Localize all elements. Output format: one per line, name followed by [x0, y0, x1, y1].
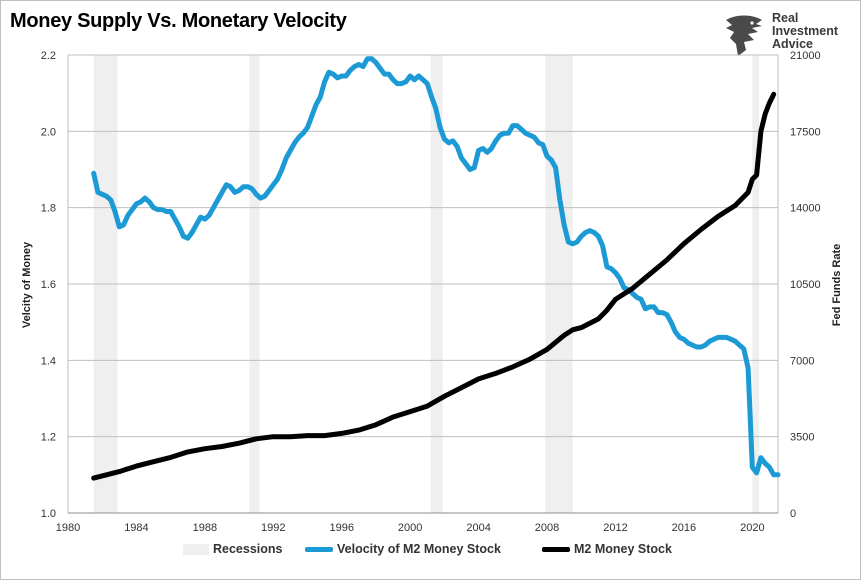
- y-right-tick-label-0: 0: [790, 508, 796, 520]
- y-left-tick-label-2: 1.4: [41, 355, 56, 367]
- legend-swatch-m2: [542, 546, 570, 552]
- logo-text: Real Investment Advice: [772, 12, 838, 51]
- logo-line-3: Advice: [772, 37, 813, 51]
- legend-label-velocity: Velocity of M2 Money Stock: [337, 542, 501, 556]
- x-tick-label-8: 2012: [603, 522, 627, 534]
- x-tick-label-7: 2008: [535, 522, 559, 534]
- y-right-tick-label-3: 10500: [790, 279, 821, 291]
- grid-layer: [68, 54, 778, 514]
- legend-item-m2: M2 Money Stock: [542, 542, 672, 556]
- x-tick-label-10: 2020: [740, 522, 764, 534]
- y-axis-left-title: Velcity of Money: [21, 241, 33, 328]
- y-left-tick-label-0: 1.0: [41, 508, 56, 520]
- axis-layer: 1.0 1.2 1.4 1.6 1.8 2.0 2.2 0 3500 7000 10500 14000…: [41, 50, 821, 534]
- x-tick-label-4: 1996: [329, 522, 353, 534]
- logo-line-1: Real: [772, 11, 799, 25]
- logo: Real Investment Advice: [722, 12, 852, 58]
- y-left-tick-label-3: 1.6: [41, 279, 56, 291]
- x-tick-label-6: 2004: [466, 522, 490, 534]
- legend-item-velocity: Velocity of M2 Money Stock: [305, 542, 501, 556]
- y-left-tick-label-4: 1.8: [41, 203, 56, 215]
- y-left-tick-label-5: 2.0: [41, 126, 56, 138]
- x-tick-label-0: 1980: [56, 522, 80, 534]
- legend: Recessions Velocity of M2 Money Stock M2…: [0, 540, 861, 560]
- y-left-tick-label-6: 2.2: [41, 50, 56, 62]
- legend-item-recessions: Recessions: [183, 542, 282, 556]
- x-tick-label-5: 2000: [398, 522, 422, 534]
- eagle-head-logo-icon: [726, 15, 762, 56]
- y-right-tick-label-2: 7000: [790, 355, 814, 367]
- x-tick-label-2: 1988: [193, 522, 217, 534]
- y-left-tick-label-1: 1.2: [41, 432, 56, 444]
- m2-series-line: [91, 91, 777, 481]
- y-right-tick-label-4: 14000: [790, 203, 821, 215]
- x-tick-label-3: 1992: [261, 522, 285, 534]
- y-right-tick-label-6: 21000: [790, 50, 821, 62]
- velocity-series-line: [91, 56, 781, 478]
- x-tick-label-9: 2016: [672, 522, 696, 534]
- legend-swatch-velocity: [305, 546, 333, 552]
- logo-line-2: Investment: [772, 24, 838, 38]
- y-right-tick-label-1: 3500: [790, 432, 814, 444]
- legend-swatch-recessions: [183, 543, 209, 555]
- y-right-tick-label-5: 17500: [790, 126, 821, 138]
- x-tick-label-1: 1984: [124, 522, 148, 534]
- legend-label-m2: M2 Money Stock: [574, 542, 672, 556]
- series-layer: [91, 56, 781, 481]
- legend-label-recessions: Recessions: [213, 542, 283, 556]
- chart-title: Money Supply Vs. Monetary Velocity: [10, 10, 347, 32]
- y-axis-right-title: Fed Funds Rate: [831, 244, 843, 327]
